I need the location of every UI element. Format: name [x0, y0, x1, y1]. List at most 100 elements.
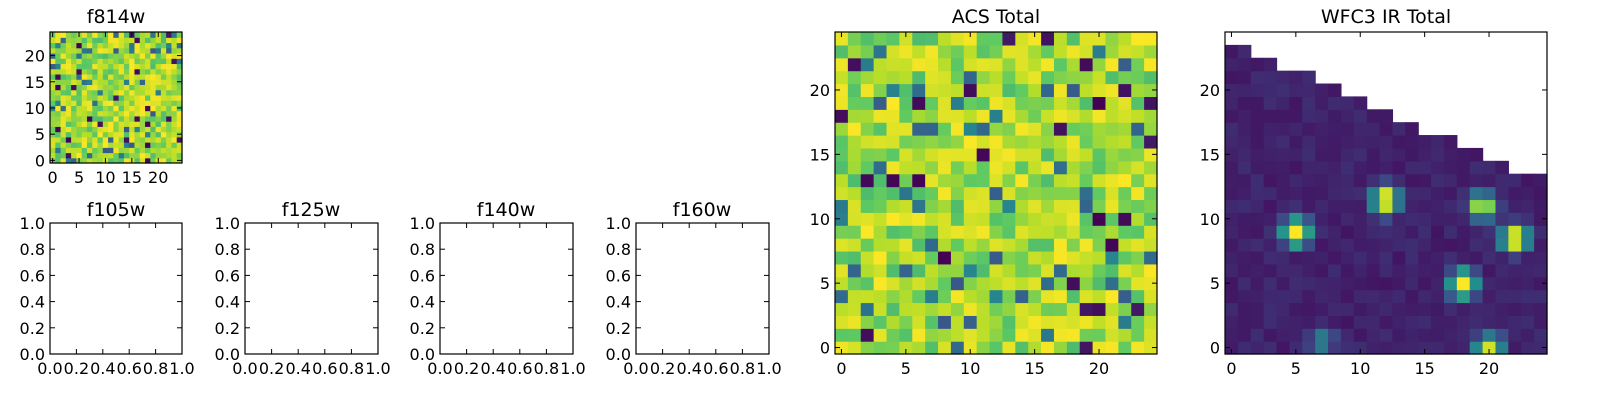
heatmap-cell: [1276, 276, 1290, 291]
heatmap-cell: [1118, 44, 1132, 59]
heatmap-cell: [989, 276, 1004, 291]
heatmap-cell: [145, 68, 151, 75]
heatmap-cell: [129, 73, 136, 80]
heatmap-cell: [139, 147, 146, 154]
heatmap-cell: [1431, 341, 1445, 355]
heatmap-cell: [92, 126, 99, 133]
heatmap-cell: [1418, 341, 1432, 355]
heatmap-cell: [1250, 315, 1265, 329]
heatmap-cell: [835, 122, 849, 136]
heatmap-cell: [1053, 44, 1068, 59]
x-tick-label: 1.0: [169, 359, 194, 378]
heatmap-cell: [118, 126, 125, 133]
heatmap-cell: [1079, 315, 1094, 329]
heatmap-cell: [134, 89, 141, 96]
heatmap-cell: [1028, 186, 1042, 201]
heatmap-cell: [1079, 96, 1094, 110]
heatmap-cell: [925, 32, 939, 46]
heatmap-cell: [1066, 199, 1081, 213]
heatmap-cell: [113, 105, 120, 112]
heatmap-cell: [139, 115, 146, 122]
heatmap-cell: [1131, 147, 1145, 162]
heatmap-cell: [1105, 315, 1119, 329]
heatmap-cell: [1379, 212, 1394, 226]
heatmap-cell: [1015, 250, 1029, 265]
heatmap-cell: [65, 73, 72, 80]
heatmap-cell: [1066, 147, 1081, 162]
heatmap-cell: [71, 105, 77, 112]
heatmap-cell: [1392, 263, 1406, 278]
heatmap-cell: [60, 121, 67, 127]
heatmap-cell: [950, 238, 965, 252]
heatmap-cell: [989, 160, 1004, 175]
heatmap-cell: [71, 147, 77, 154]
heatmap-cell: [1118, 173, 1132, 188]
heatmap-cell: [86, 37, 93, 44]
heatmap-cell: [938, 70, 952, 85]
heatmap-cell: [835, 83, 849, 97]
heatmap-cell: [1353, 122, 1368, 136]
heatmap-cell: [1443, 263, 1458, 278]
heatmap-cell: [886, 328, 900, 342]
heatmap-cell: [1105, 199, 1119, 213]
heatmap-cell: [171, 136, 178, 143]
heatmap-cell: [950, 225, 965, 239]
heatmap-cell: [912, 328, 926, 342]
heatmap-cell: [160, 63, 167, 70]
heatmap-cell: [1469, 186, 1484, 201]
heatmap-cell: [989, 44, 1004, 59]
heatmap-cell: [1366, 289, 1381, 304]
heatmap-cell: [873, 302, 888, 316]
heatmap-cell: [1131, 341, 1145, 355]
heatmap-cell: [1495, 341, 1509, 355]
heatmap-cell: [92, 131, 99, 138]
heatmap-cell: [963, 173, 978, 188]
heatmap-cell: [1002, 83, 1016, 97]
heatmap-cell: [134, 136, 141, 143]
heatmap-cell: [171, 42, 178, 49]
heatmap-cell: [1092, 186, 1107, 201]
heatmap-cell: [97, 79, 104, 85]
heatmap-cell: [1041, 186, 1055, 201]
heatmap-cell: [873, 70, 888, 85]
heatmap-cell: [976, 83, 991, 97]
x-tick-label: 0.0: [37, 359, 62, 378]
heatmap-cell: [1302, 70, 1316, 85]
heatmap-cell: [50, 68, 56, 75]
heatmap-cell: [1118, 302, 1132, 316]
heatmap-cell: [950, 135, 965, 149]
heatmap-cell: [963, 122, 978, 136]
heatmap-cell: [1118, 147, 1132, 162]
panel-title-f125w: f125w: [282, 199, 341, 221]
heatmap-cell: [886, 135, 900, 149]
heatmap-cell: [150, 142, 157, 148]
y-tick-label: 10: [25, 99, 45, 118]
heatmap-cell: [118, 147, 125, 154]
heatmap-cell: [950, 96, 965, 110]
heatmap-cell: [1495, 302, 1509, 316]
heatmap-cell: [950, 276, 965, 291]
heatmap-cell: [55, 52, 62, 59]
heatmap-cell: [50, 152, 56, 159]
heatmap-cell: [97, 94, 104, 101]
heatmap-cell: [860, 122, 875, 136]
heatmap-cell: [55, 68, 62, 75]
heatmap-cell: [1443, 238, 1458, 252]
heatmap-cell: [1144, 263, 1158, 278]
heatmap-cell: [134, 63, 141, 70]
heatmap-cell: [1289, 173, 1303, 188]
heatmap-cell: [71, 73, 77, 80]
heatmap-cell: [1366, 328, 1381, 342]
heatmap-cell: [86, 84, 93, 91]
heatmap-cell: [1405, 186, 1419, 201]
heatmap-cell: [1302, 109, 1316, 123]
heatmap-cell: [108, 126, 114, 133]
heatmap-cell: [134, 42, 141, 49]
heatmap-cell: [1105, 44, 1119, 59]
heatmap-cell: [160, 52, 167, 59]
heatmap-cell: [1079, 199, 1094, 213]
heatmap-cell: [71, 52, 77, 59]
heatmap-cell: [1469, 238, 1484, 252]
heatmap-cell: [1276, 160, 1290, 175]
